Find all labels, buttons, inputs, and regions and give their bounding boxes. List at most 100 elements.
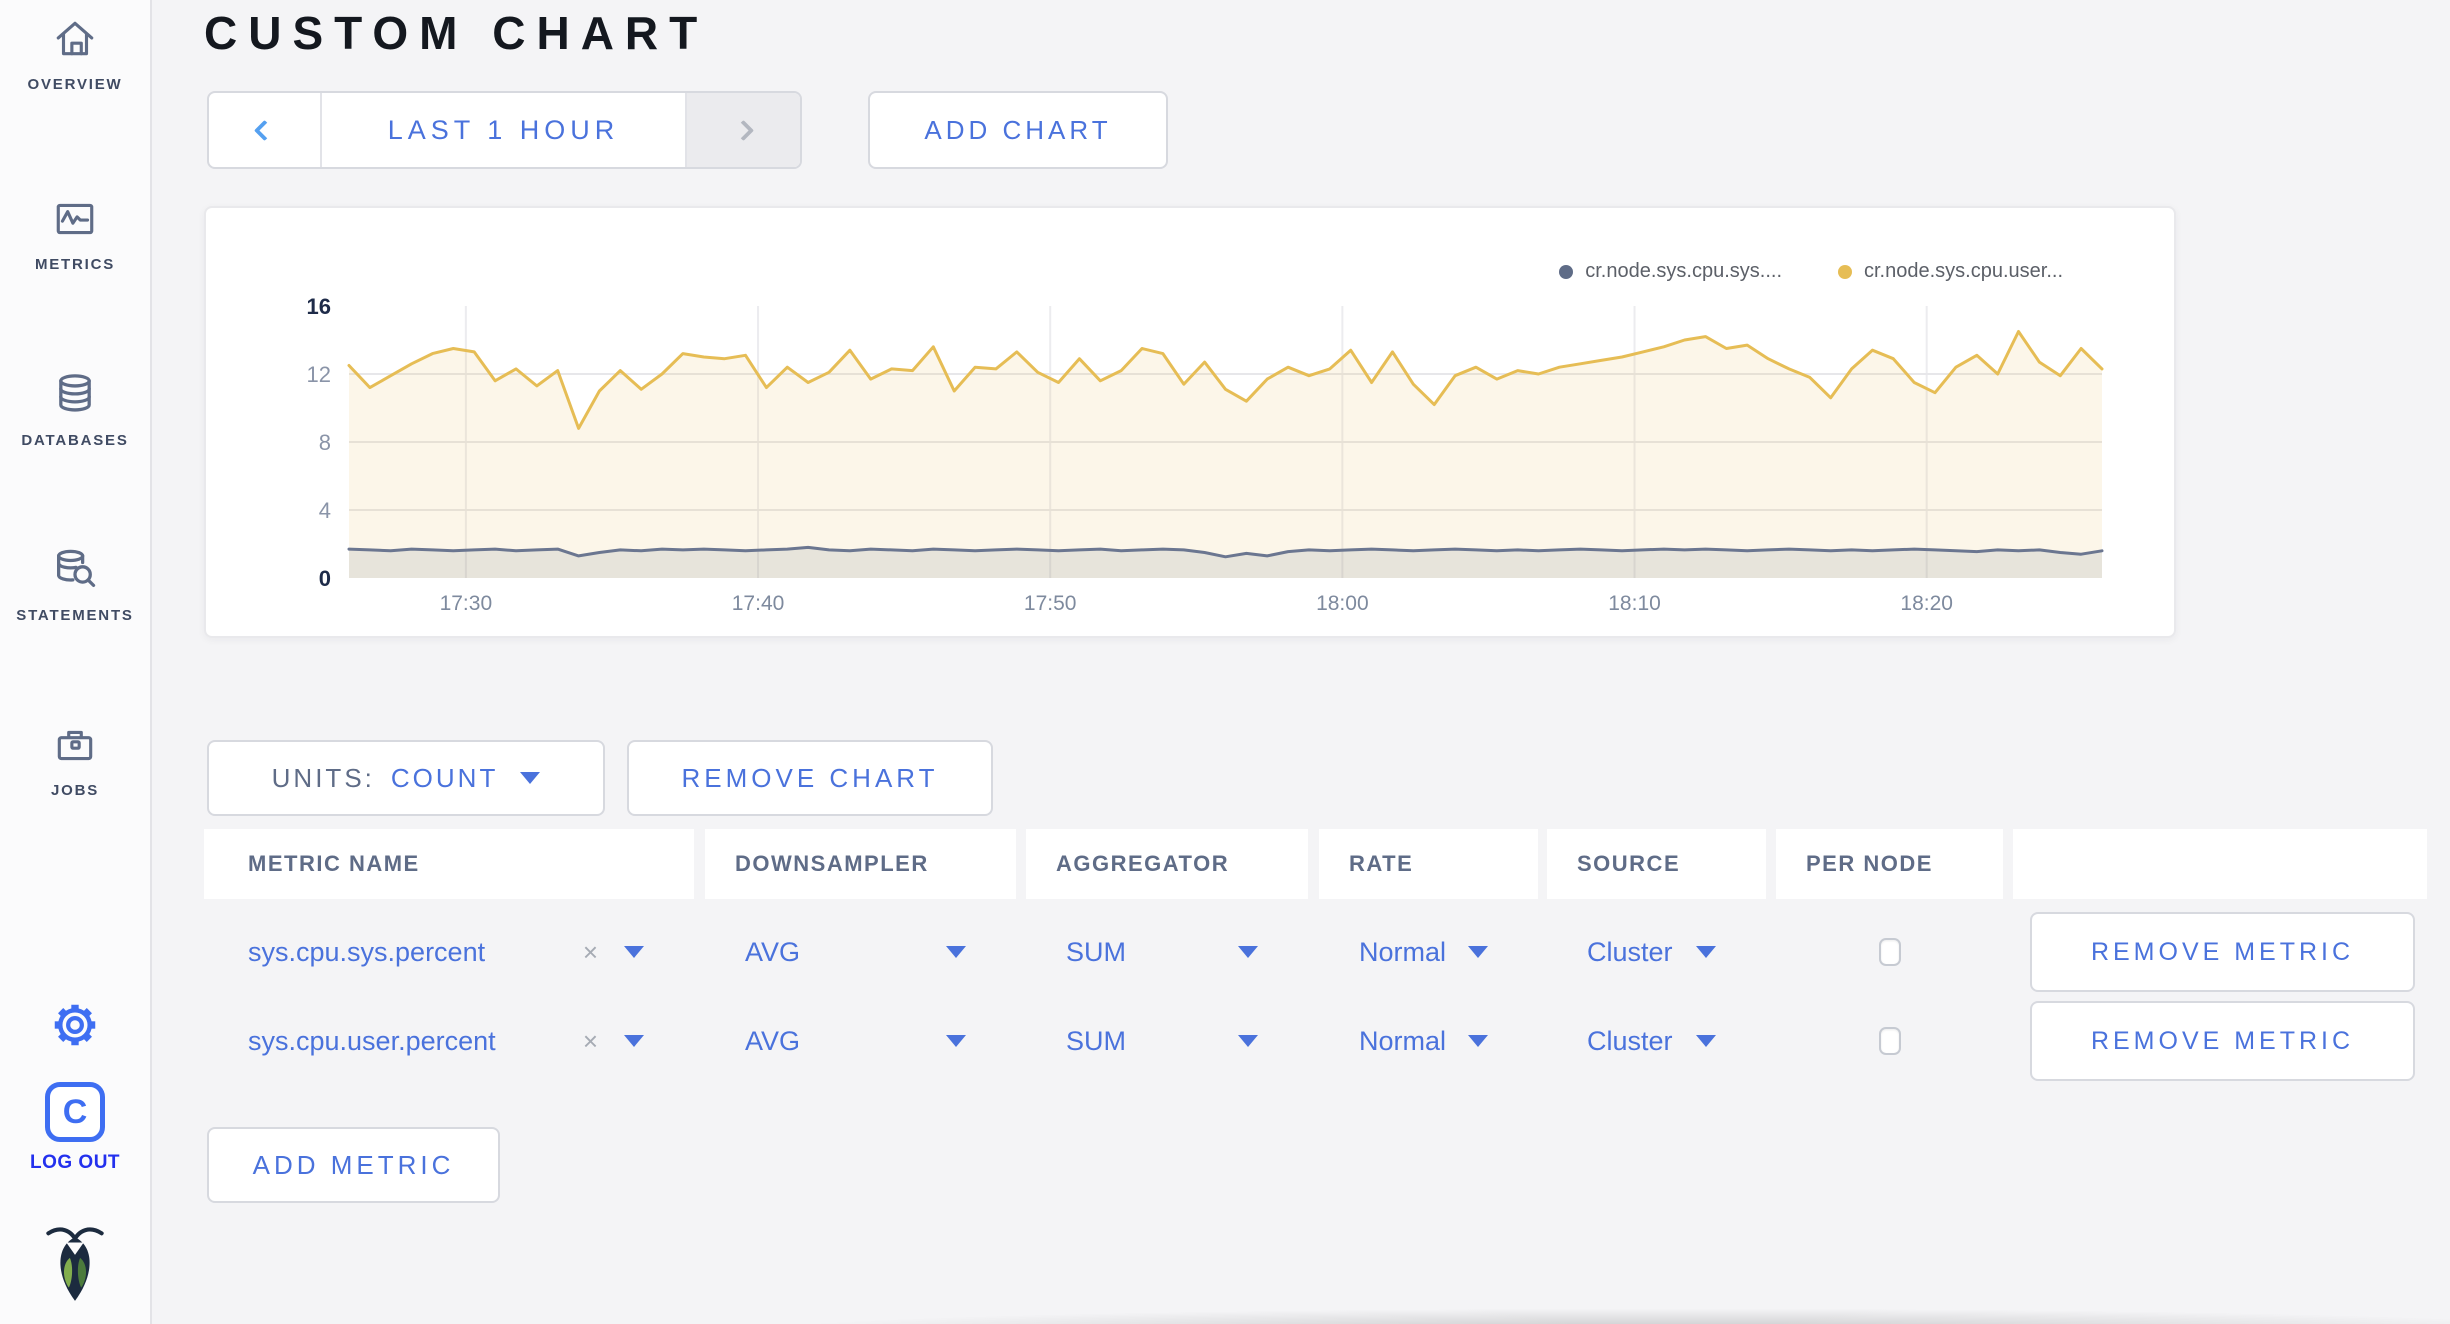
cockroach-bug-icon [39,1220,111,1304]
svg-text:17:30: 17:30 [440,592,493,615]
svg-text:18:00: 18:00 [1316,592,1369,615]
svg-text:8: 8 [319,430,331,455]
chevron-down-icon [1696,1035,1716,1047]
chart-legend: cr.node.sys.cpu.sys.... cr.node.sys.cpu.… [1559,260,2063,283]
column-header-per-node: PER NODE [1776,829,2003,899]
cpu-usage-chart: 17:30 17:40 17:50 18:00 18:10 18:20 0 4 8 12 16 [307,294,2104,615]
metric-name-select[interactable]: sys.cpu.sys.percent × [204,907,694,997]
sidebar: OVERVIEW METRICS DATABASES [0,0,152,1324]
chevron-down-icon [520,772,541,784]
sidebar-item-overview[interactable]: OVERVIEW [0,16,150,93]
database-icon [51,370,99,418]
source-value: Cluster [1587,1025,1673,1056]
source-value: Cluster [1587,936,1673,967]
time-range-value[interactable]: LAST 1 HOUR [320,93,687,167]
logout-button[interactable]: C LOG OUT [0,1082,150,1174]
column-header-actions [2013,829,2427,899]
svg-text:17:50: 17:50 [1024,592,1077,615]
chevron-down-icon [1238,946,1258,958]
source-select[interactable]: Cluster [1547,907,1766,997]
column-header-downsampler: DOWNSAMPLER [705,829,1016,899]
remove-metric-button[interactable]: REMOVE METRIC [2030,912,2415,992]
settings-button[interactable] [0,998,150,1052]
home-icon [52,16,98,62]
legend-dot-user [1838,264,1852,279]
chevron-left-icon [253,119,276,141]
aggregator-value: SUM [1066,1025,1126,1056]
chevron-down-icon [624,1035,644,1047]
chevron-down-icon [1468,946,1488,958]
aggregator-select[interactable]: SUM [1026,996,1308,1086]
chart-panel: 17:30 17:40 17:50 18:00 18:10 18:20 0 4 8 12 16 cr… [204,206,2176,638]
aggregator-select[interactable]: SUM [1026,907,1308,997]
downsampler-select[interactable]: AVG [705,907,1016,997]
sidebar-item-metrics[interactable]: METRICS [0,196,150,273]
downsampler-value: AVG [745,936,801,967]
gear-icon [48,998,102,1052]
chevron-down-icon [1238,1035,1258,1047]
metrics-icon [52,196,98,242]
add-chart-button[interactable]: ADD CHART [868,91,1168,169]
column-header-aggregator: AGGREGATOR [1026,829,1308,899]
clear-metric-icon[interactable]: × [582,936,598,967]
sidebar-item-jobs[interactable]: JOBS [0,722,150,799]
add-metric-button[interactable]: ADD METRIC [207,1127,500,1203]
briefcase-icon [52,722,98,768]
remove-chart-button[interactable]: REMOVE CHART [627,740,993,816]
chevron-down-icon [946,1035,966,1047]
time-range-next-button[interactable] [687,93,800,167]
chevron-down-icon [624,946,644,958]
chevron-right-icon [732,119,755,141]
legend-item: cr.node.sys.cpu.user... [1838,260,2063,283]
page-title: CUSTOM CHART [204,7,709,59]
metric-name-select[interactable]: sys.cpu.user.percent × [204,996,694,1086]
rate-select[interactable]: Normal [1319,907,1538,997]
per-node-cell [1776,996,2003,1086]
column-header-metric-name: METRIC NAME [204,829,694,899]
column-header-rate: RATE [1319,829,1538,899]
chevron-down-icon [1468,1035,1488,1047]
metric-name-value: sys.cpu.user.percent [248,1025,496,1056]
sidebar-item-label: METRICS [34,256,116,273]
window-bottom-shadow [752,1308,2450,1324]
chevron-down-icon [946,946,966,958]
rate-value: Normal [1359,936,1447,967]
column-header-source: SOURCE [1547,829,1766,899]
chevron-down-icon [1696,946,1716,958]
time-range-prev-button[interactable] [209,93,320,167]
per-node-checkbox[interactable] [1878,938,1901,966]
logout-label: LOG OUT [29,1152,121,1173]
per-node-checkbox[interactable] [1878,1027,1901,1055]
rate-value: Normal [1359,1025,1447,1056]
clear-metric-icon[interactable]: × [582,1025,598,1056]
legend-item: cr.node.sys.cpu.sys.... [1559,260,1782,283]
svg-text:16: 16 [307,294,331,319]
svg-text:12: 12 [307,362,331,387]
legend-label: cr.node.sys.cpu.user... [1864,260,2063,282]
legend-dot-sys [1559,264,1574,279]
metric-name-value: sys.cpu.sys.percent [248,936,486,967]
sidebar-item-databases[interactable]: DATABASES [0,370,150,449]
aggregator-value: SUM [1066,936,1126,967]
sidebar-item-label: STATEMENTS [16,607,134,624]
svg-text:18:20: 18:20 [1900,592,1953,615]
sidebar-item-label: OVERVIEW [27,76,123,93]
units-value: COUNT [390,762,499,793]
time-range-selector: LAST 1 HOUR [207,91,802,169]
downsampler-select[interactable]: AVG [705,996,1016,1086]
rate-select[interactable]: Normal [1319,996,1538,1086]
metric-row-1: sys.cpu.sys.percent × AVG SUM Normal Clu… [152,907,2450,997]
per-node-cell [1776,907,2003,997]
units-label: UNITS: [271,762,375,793]
remove-metric-button[interactable]: REMOVE METRIC [2030,1001,2415,1081]
svg-text:0: 0 [319,566,331,591]
legend-label: cr.node.sys.cpu.sys.... [1585,260,1782,282]
svg-text:18:10: 18:10 [1608,592,1661,615]
source-select[interactable]: Cluster [1547,996,1766,1086]
cockroach-logo [0,1220,150,1304]
units-dropdown[interactable]: UNITS: COUNT [207,740,605,816]
main-content: CUSTOM CHART LAST 1 HOUR ADD CHART 17:30… [152,0,2450,1324]
svg-text:4: 4 [319,498,331,523]
sidebar-item-statements[interactable]: STATEMENTS [0,545,150,624]
sidebar-item-label: DATABASES [21,432,129,449]
